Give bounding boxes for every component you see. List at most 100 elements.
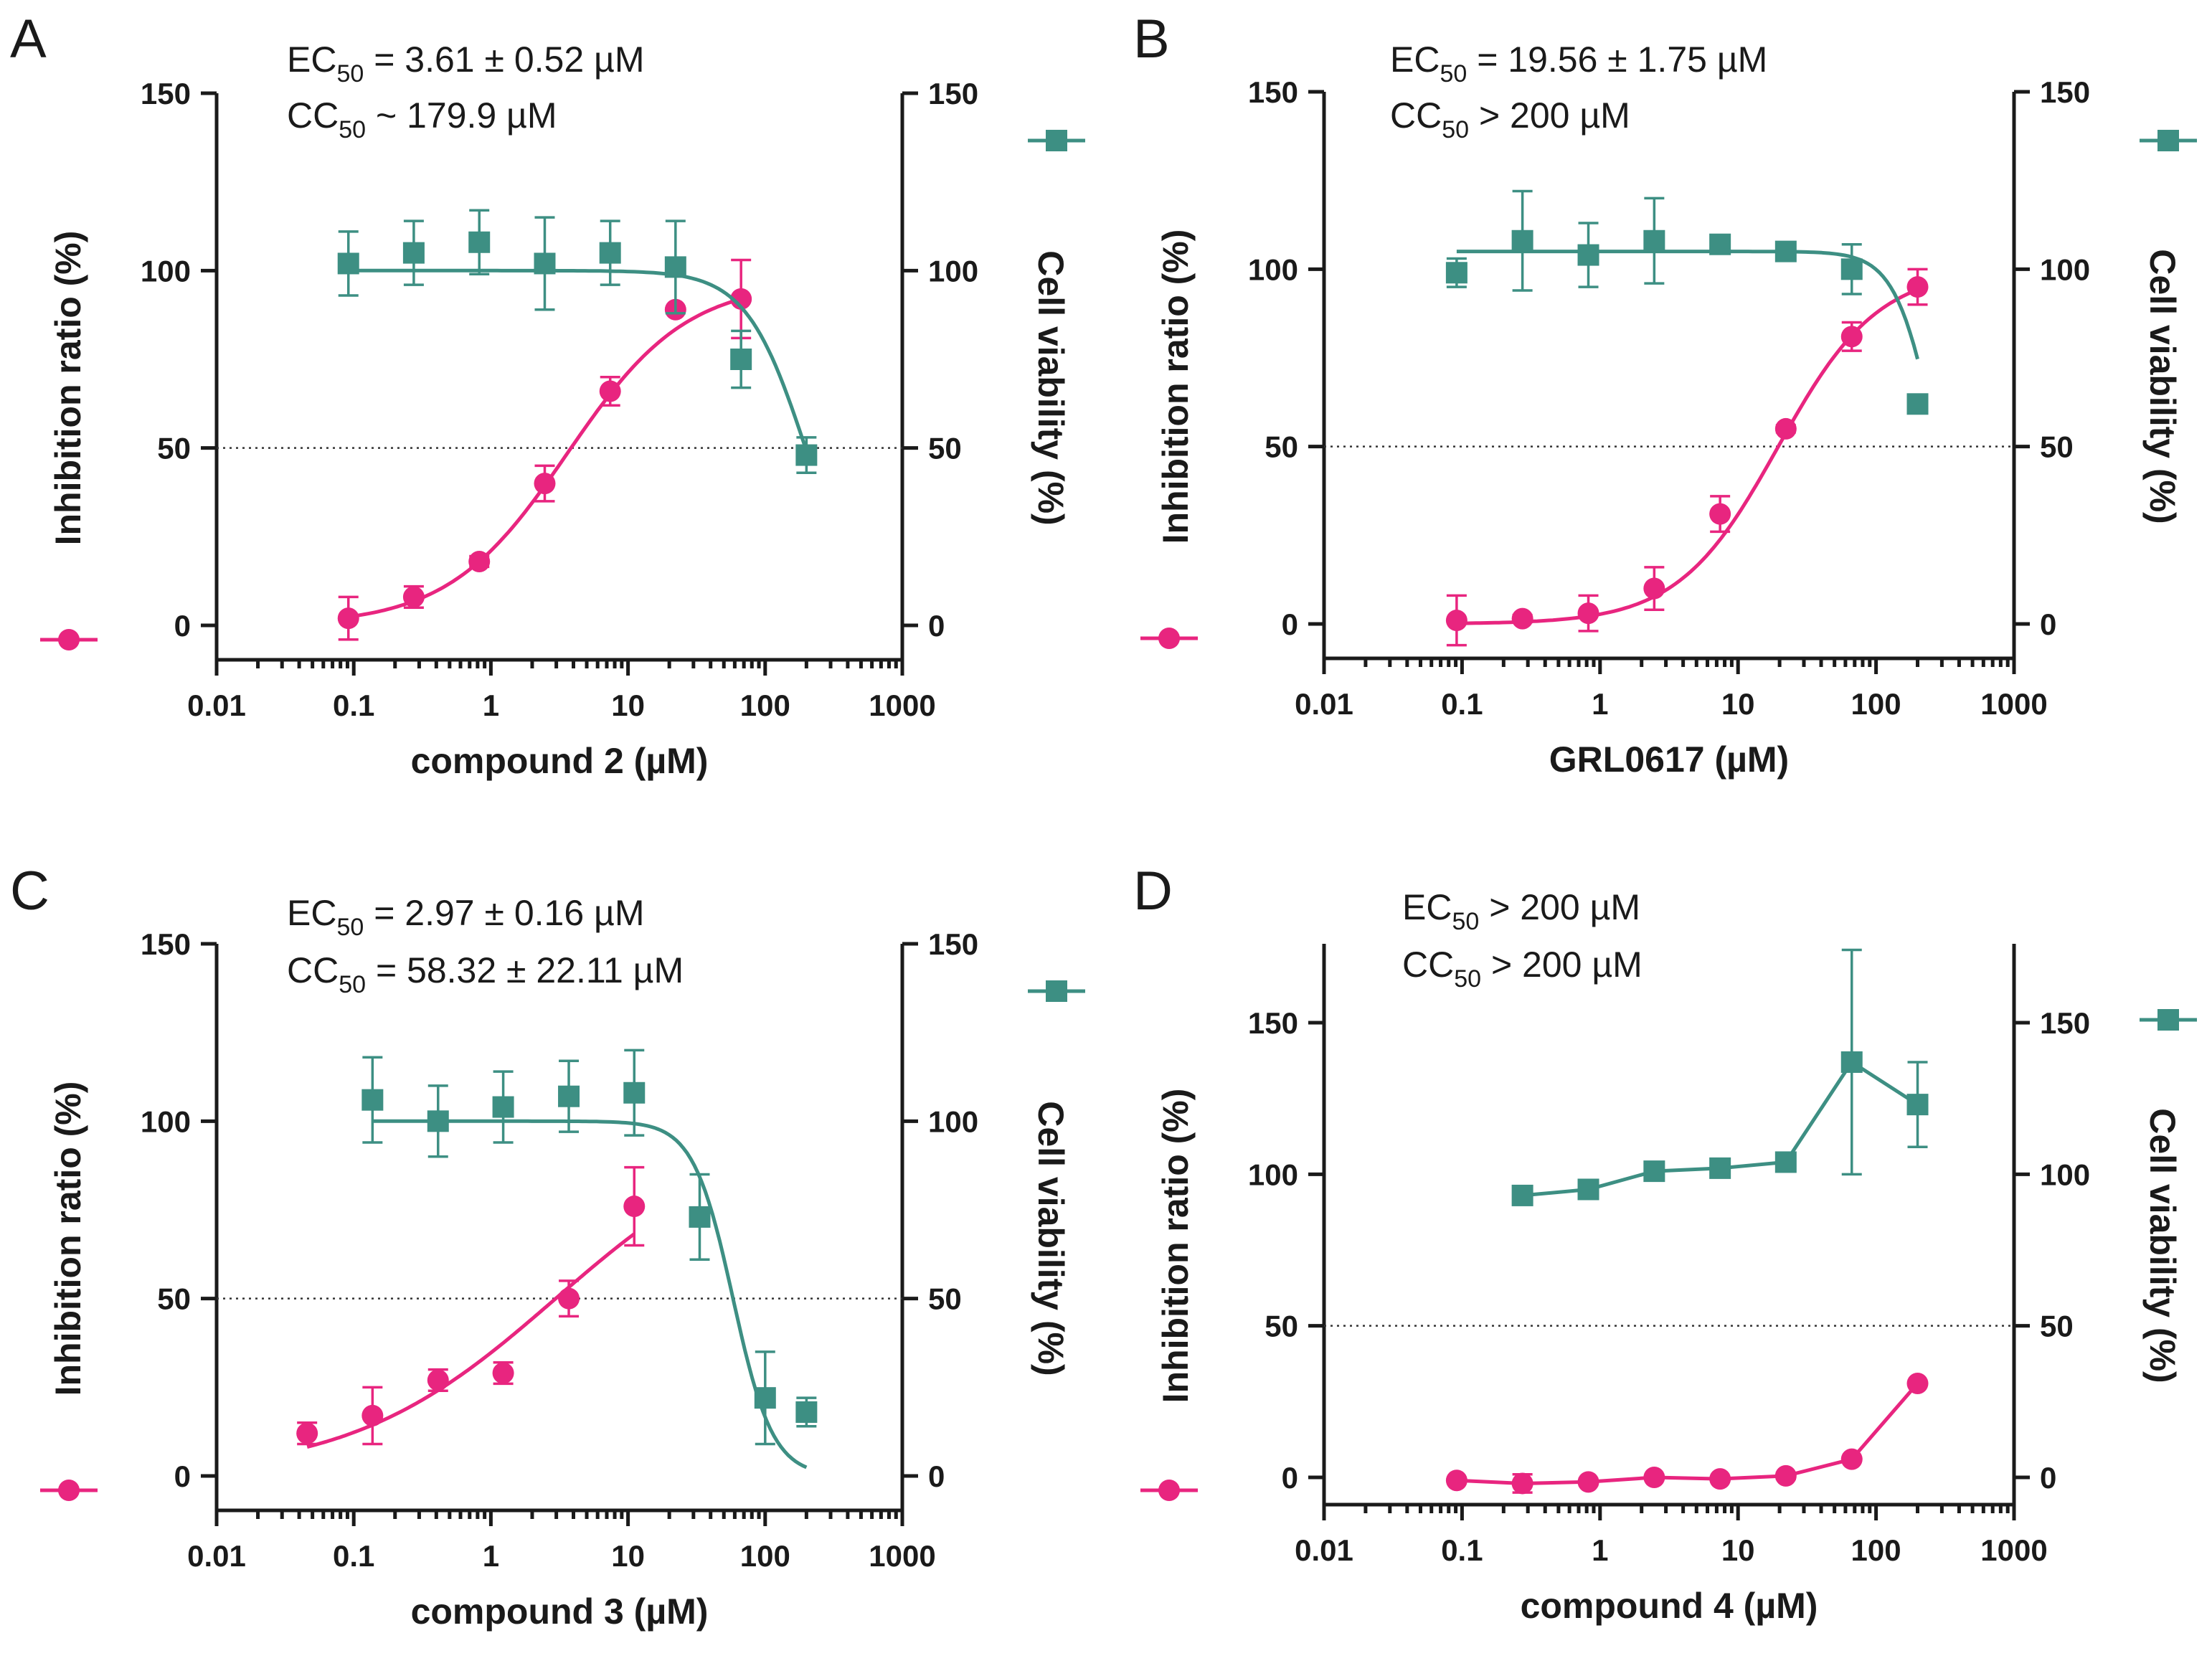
inhibition-series xyxy=(337,258,752,641)
legend-circle xyxy=(58,1480,80,1501)
legend-square xyxy=(1046,980,1067,1002)
legend-circle xyxy=(1158,1480,1180,1501)
panel-letter: D xyxy=(1133,861,1173,922)
data-point-square xyxy=(1445,262,1467,284)
data-point-square xyxy=(1643,229,1665,252)
data-point-circle xyxy=(1511,1472,1533,1495)
data-point-square xyxy=(795,444,818,466)
legend-circle xyxy=(1158,628,1180,649)
data-point-square xyxy=(1906,393,1929,415)
right-y-tick-label: 150 xyxy=(928,77,978,110)
data-point-square xyxy=(1511,229,1533,252)
ec50-annotation: EC50 = 19.56 ± 1.75 µM xyxy=(1390,39,1767,87)
right-y-tick-label: 150 xyxy=(2040,75,2090,109)
cc50-label: CC xyxy=(287,950,339,990)
data-point-circle xyxy=(1906,1372,1929,1394)
ec50-annotation: EC50 > 200 µM xyxy=(1402,887,1640,935)
cc50-value: > 200 µM xyxy=(1469,95,1630,136)
x-axis-title: compound 3 (µM) xyxy=(411,1591,709,1632)
fit-curve xyxy=(372,1119,808,1469)
right-y-tick-label: 100 xyxy=(928,254,978,288)
ec50-label: EC xyxy=(1402,887,1452,927)
data-point-square xyxy=(730,349,752,370)
ec50-subscript: 50 xyxy=(336,60,364,87)
right-y-tick-label: 0 xyxy=(928,1459,945,1493)
left-y-tick-label: 50 xyxy=(1265,430,1298,464)
data-point-circle xyxy=(402,586,425,608)
panel-b: B EC50 = 19.56 ± 1.75 µM CC 50 > 200 µM 0.01… xyxy=(1133,9,2197,780)
data-point-square xyxy=(402,242,425,264)
cc50-value: = 58.32 ± 22.11 µM xyxy=(366,950,684,990)
data-point-square xyxy=(1709,1157,1731,1179)
data-point-circle xyxy=(427,1369,449,1391)
legend-inhibition xyxy=(1140,1480,1198,1501)
ec50-label: EC xyxy=(287,893,336,933)
x-tick-label: 0.1 xyxy=(1441,687,1483,721)
data-point-square xyxy=(664,256,686,278)
x-tick-label: 1 xyxy=(1592,1533,1608,1567)
left-y-tick-label: 150 xyxy=(1248,75,1298,109)
x-tick-label: 100 xyxy=(740,688,790,722)
x-tick-label: 1000 xyxy=(869,1539,935,1573)
x-tick-label: 100 xyxy=(1851,1533,1901,1567)
x-tick-label: 0.01 xyxy=(187,688,246,722)
viability-series xyxy=(1511,948,1929,1206)
x-tick-label: 0.1 xyxy=(333,1539,374,1573)
right-y-tick-label: 50 xyxy=(2040,1310,2074,1343)
x-axis-title: GRL0617 (µM) xyxy=(1549,739,1789,780)
right-y-tick-label: 0 xyxy=(2040,1461,2056,1495)
right-y-axis-title: Cell viability (%) xyxy=(1031,250,1071,525)
data-point-square xyxy=(1577,244,1599,266)
legend-viability xyxy=(2140,130,2197,151)
data-point-circle xyxy=(1840,326,1863,348)
ec50-value: > 200 µM xyxy=(1479,887,1640,927)
cc50-annotation: CC50 = 58.32 ± 22.11 µM xyxy=(287,950,684,998)
left-y-tick-label: 0 xyxy=(1282,1461,1298,1495)
x-axis-title: compound 2 (µM) xyxy=(411,741,709,781)
cc50-label: CC xyxy=(287,95,339,136)
cc50-label: CC xyxy=(1402,945,1454,985)
data-point-square xyxy=(1511,1184,1533,1206)
data-point-square xyxy=(1774,1151,1797,1173)
data-point-circle xyxy=(1906,276,1929,298)
ec50-subscript: 50 xyxy=(1452,908,1479,935)
inhibition-series xyxy=(1445,1372,1929,1495)
data-point-square xyxy=(337,252,359,275)
data-point-square xyxy=(1906,1094,1929,1116)
left-y-axis-title: Inhibition ratio (%) xyxy=(48,1082,88,1396)
legend-square xyxy=(2157,1009,2179,1031)
left-y-tick-label: 100 xyxy=(1248,1158,1298,1191)
left-y-tick-label: 50 xyxy=(1265,1310,1298,1343)
data-point-circle xyxy=(1445,1469,1467,1492)
cc50-subscript: 50 xyxy=(339,116,366,143)
left-y-tick-label: 150 xyxy=(1248,1006,1298,1040)
fit-curve xyxy=(1456,1382,1919,1486)
right-y-tick-label: 100 xyxy=(2040,1158,2090,1191)
ec50-label: EC xyxy=(287,39,336,80)
cc50-label: CC xyxy=(1390,95,1442,136)
right-y-tick-label: 50 xyxy=(928,1282,962,1316)
cc50-subscript: 50 xyxy=(339,971,366,998)
right-y-tick-label: 0 xyxy=(2040,607,2056,641)
data-point-square xyxy=(558,1085,580,1107)
fit-curve xyxy=(348,268,808,452)
ec50-annotation: EC50 = 3.61 ± 0.52 µM xyxy=(287,39,644,87)
panel-letter: B xyxy=(1133,9,1170,70)
cc50-value: > 200 µM xyxy=(1481,945,1643,985)
legend-square xyxy=(1046,130,1067,151)
left-y-tick-label: 0 xyxy=(174,609,191,643)
right-y-tick-label: 100 xyxy=(928,1104,978,1138)
ec50-subscript: 50 xyxy=(336,914,364,941)
left-y-tick-label: 50 xyxy=(157,432,191,465)
data-point-square xyxy=(468,231,491,253)
data-point-circle xyxy=(599,380,621,402)
cc50-value: ~ 179.9 µM xyxy=(366,95,557,136)
data-point-square xyxy=(689,1206,711,1228)
inhibition-series xyxy=(1445,268,1929,647)
x-tick-label: 0.01 xyxy=(1295,687,1353,721)
data-point-circle xyxy=(1774,417,1797,440)
left-y-tick-label: 150 xyxy=(141,77,191,110)
legend-viability xyxy=(1028,130,1085,151)
data-point-circle xyxy=(468,550,491,572)
data-point-circle xyxy=(1643,1467,1665,1488)
